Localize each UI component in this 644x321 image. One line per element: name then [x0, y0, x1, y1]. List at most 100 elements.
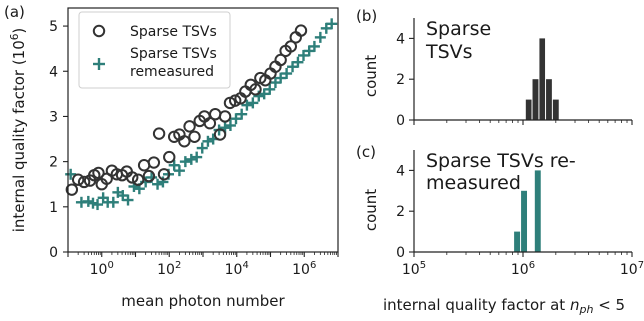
panel-a-y-axis-label: internal quality factor (106)	[9, 28, 28, 233]
y-tick-label: 0	[396, 245, 405, 261]
data-point-sparse	[157, 168, 171, 181]
data-point-remeasured	[297, 49, 309, 61]
x-tick-label: 100	[90, 260, 114, 278]
data-point-remeasured	[185, 153, 197, 165]
panel-c-annotation-line1: Sparse TSVs re-	[426, 150, 576, 172]
panel-c-x-axis-label: internal quality factor at nph < 5	[383, 296, 625, 316]
legend-marker-sparse	[92, 24, 106, 38]
y-tick-label: 1	[49, 200, 58, 216]
histogram-bar	[539, 38, 546, 120]
panel-b-ticks: 0 2 4	[396, 18, 633, 129]
panel-b-annotation-line1: Sparse	[426, 18, 491, 40]
panel-b-y-axis-label: count	[362, 55, 380, 97]
data-point-remeasured	[196, 142, 208, 154]
panel-c-y-axis-label: count	[362, 189, 380, 231]
data-point-remeasured	[202, 135, 214, 147]
panel-b-annotation-line2: TSVs	[425, 41, 473, 63]
panel-a-ticks: 0 1 2 3 4 5 100 102 104 106	[49, 19, 339, 278]
x-tick-label: 104	[225, 260, 249, 278]
data-point-remeasured	[107, 196, 119, 208]
data-point-remeasured	[173, 165, 185, 177]
panel-label-a: (a)	[4, 3, 25, 21]
data-point-sparse	[71, 173, 85, 186]
panel-a-marks	[65, 18, 338, 211]
x-tick-label: 105	[402, 260, 426, 278]
data-point-sparse	[147, 156, 161, 169]
data-point-sparse	[294, 24, 308, 37]
data-point-remeasured	[65, 168, 77, 180]
legend-box	[78, 11, 231, 89]
legend: Sparse TSVs Sparse TSVs remeasured	[78, 11, 231, 89]
y-tick-label: 5	[49, 19, 58, 35]
data-point-sparse	[188, 130, 201, 143]
histogram-bar	[534, 170, 541, 252]
data-point-sparse	[284, 40, 298, 53]
histogram-bar	[546, 79, 552, 120]
data-point-remeasured	[230, 113, 242, 125]
x-tick-label: 102	[157, 260, 181, 278]
histogram-bar	[514, 231, 521, 252]
data-point-remeasured	[314, 31, 326, 43]
data-point-sparse	[131, 173, 145, 186]
x-tick-label: 106	[292, 260, 316, 278]
panel-a-x-axis-label: mean photon number	[121, 292, 285, 310]
data-point-sparse	[274, 53, 287, 67]
data-point-sparse	[142, 169, 156, 183]
data-point-remeasured	[292, 56, 304, 68]
data-point-sparse	[209, 107, 222, 121]
histogram-bar	[552, 99, 559, 120]
panel-c-annotation-line2: measured	[426, 172, 521, 194]
y-tick-label: 0	[49, 245, 58, 261]
data-point-remeasured	[122, 194, 134, 206]
data-point-remeasured	[241, 99, 253, 111]
y-tick-label: 4	[396, 163, 405, 179]
data-point-sparse	[92, 166, 105, 180]
y-tick-label: 3	[49, 109, 58, 125]
x-tick-label: 106	[511, 260, 535, 278]
data-point-remeasured	[236, 108, 248, 120]
y-tick-label: 2	[49, 155, 58, 171]
data-point-remeasured	[168, 159, 180, 171]
histogram-bar	[532, 79, 539, 120]
data-point-remeasured	[157, 176, 169, 188]
y-tick-label: 4	[49, 64, 58, 80]
panel-b-bars	[525, 38, 559, 120]
y-tick-label: 4	[396, 31, 405, 47]
data-point-remeasured	[258, 88, 270, 100]
data-point-sparse	[163, 150, 176, 164]
histogram-bar	[521, 190, 528, 252]
y-tick-label: 2	[396, 204, 405, 220]
data-point-sparse	[203, 117, 217, 130]
panel-label-c: (c)	[356, 143, 376, 161]
x-tick-label: 107	[620, 260, 644, 278]
data-point-sparse	[178, 135, 191, 148]
legend-label-sparse: Sparse TSVs	[130, 24, 217, 40]
data-point-sparse	[65, 183, 79, 196]
panel-label-b: (b)	[356, 7, 377, 25]
legend-label-remeasured-line1: Sparse TSVs	[130, 46, 217, 62]
data-point-sparse	[218, 110, 232, 123]
data-point-sparse	[249, 83, 262, 96]
y-tick-label: 0	[396, 113, 405, 129]
panel-c-bars	[514, 170, 541, 252]
data-point-remeasured	[92, 199, 104, 211]
data-point-sparse	[152, 127, 166, 140]
histogram-bar	[525, 99, 532, 120]
legend-marker-remeasured	[93, 58, 105, 70]
y-tick-label: 2	[396, 72, 405, 88]
legend-label-remeasured-line2: remeasured	[130, 64, 214, 80]
data-point-sparse	[77, 175, 91, 189]
panel-a-scatter-chart: (a) 0 1 2 3 4 5 100 102 104 106 mean photon numbe…	[4, 3, 339, 310]
data-point-remeasured	[326, 18, 338, 30]
data-point-remeasured	[264, 83, 276, 95]
panel-b-histogram: (b) Sparse TSVs 0 2 4 count	[356, 7, 633, 129]
data-point-remeasured	[247, 97, 259, 109]
panel-c-histogram: (c) Sparse TSVs re- measured 0 2 4 105 106 10…	[356, 143, 644, 316]
data-point-remeasured	[191, 151, 203, 163]
data-point-remeasured	[152, 178, 164, 190]
panel-c-ticks: 0 2 4 105 106 107	[396, 150, 644, 278]
data-point-sparse	[213, 128, 227, 141]
data-point-remeasured	[275, 72, 287, 84]
data-point-sparse	[183, 120, 196, 133]
